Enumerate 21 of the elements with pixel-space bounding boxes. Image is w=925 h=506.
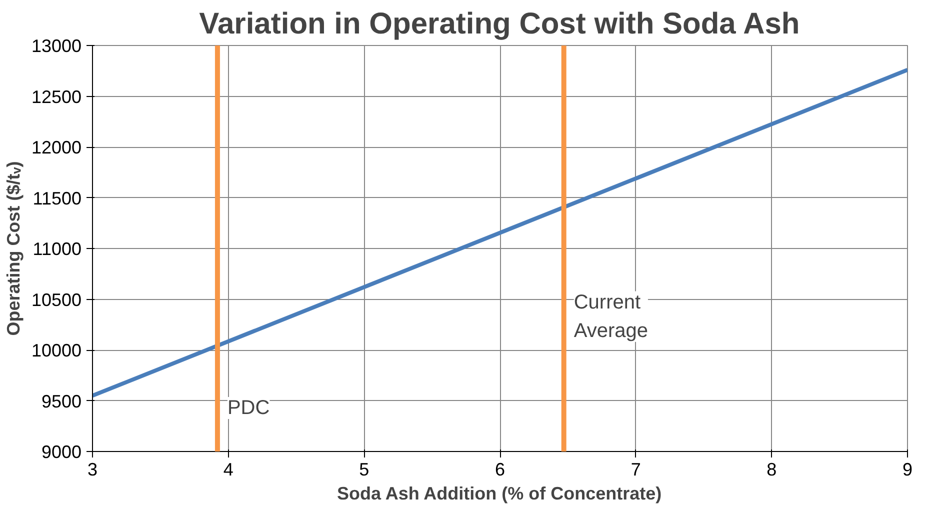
ref-line-label: Current Average: [574, 291, 648, 342]
x-tick-label: 4: [223, 460, 234, 480]
y-tick-label: 11000: [32, 239, 82, 259]
y-axis-title: Operating Cost ($/tᵥ): [3, 161, 24, 336]
y-tick-label: 11500: [32, 188, 82, 208]
x-axis-title: Soda Ash Addition (% of Concentrate): [337, 484, 662, 504]
ref-line-label: PDC: [227, 397, 270, 420]
x-tick-label: 5: [359, 460, 370, 480]
y-tick-label: 10000: [31, 340, 82, 360]
y-tick-label: 10500: [31, 290, 82, 310]
x-tick-label: 6: [494, 460, 506, 480]
y-tick-label: 9000: [41, 442, 82, 462]
x-tick-label: 9: [902, 460, 913, 480]
x-tick-label: 7: [630, 460, 641, 480]
y-tick-label: 9500: [41, 391, 82, 412]
chart-title: Variation in Operating Cost with Soda Ash: [199, 8, 800, 40]
y-tick-label: 12000: [31, 138, 82, 158]
x-tick-label: 3: [87, 460, 98, 480]
y-tick-label: 12500: [31, 86, 82, 107]
x-tick-label: 8: [766, 460, 777, 480]
y-tick-label: 13000: [31, 36, 82, 56]
